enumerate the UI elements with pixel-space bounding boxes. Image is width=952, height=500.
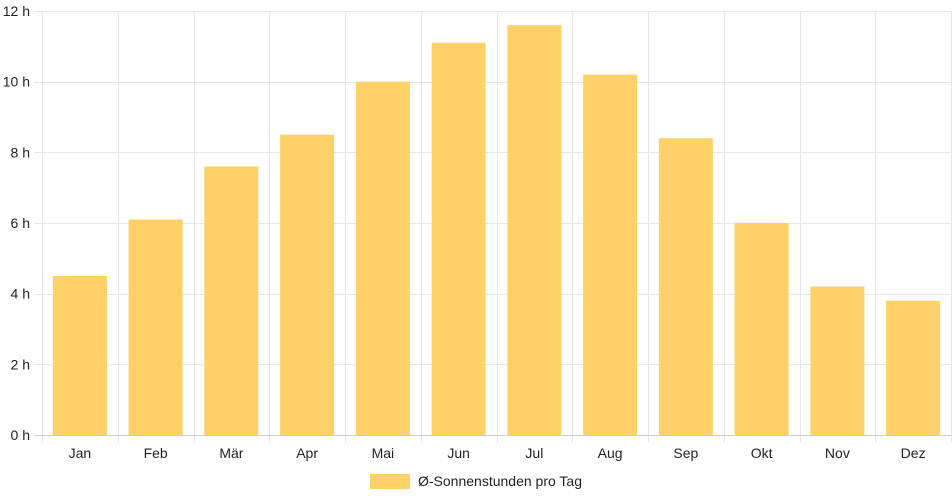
bar bbox=[204, 166, 259, 435]
x-tick-label: Apr bbox=[296, 445, 318, 461]
axis-layer: 0 h 2 h 4 h 6 h 8 h 10 h 12 h Jan Feb Mär Apr Mai Ju… bbox=[3, 3, 951, 461]
x-tick-label: Okt bbox=[751, 445, 773, 461]
bar bbox=[583, 74, 638, 435]
x-tick-label: Dez bbox=[901, 445, 926, 461]
x-tick-label: Feb bbox=[144, 445, 168, 461]
x-tick-label: Mär bbox=[219, 445, 243, 461]
x-tick-label: Jul bbox=[525, 445, 543, 461]
x-tick-label: Nov bbox=[825, 445, 850, 461]
bar bbox=[734, 223, 789, 435]
bar-layer bbox=[52, 25, 941, 436]
y-tick-label: 2 h bbox=[11, 356, 30, 372]
x-tick-label: Jun bbox=[447, 445, 470, 461]
x-tick-label: Jan bbox=[69, 445, 92, 461]
bar bbox=[658, 138, 713, 435]
bar bbox=[355, 81, 410, 436]
legend-label: Ø-Sonnenstunden pro Tag bbox=[418, 473, 582, 489]
y-tick-label: 0 h bbox=[11, 427, 30, 443]
bar bbox=[886, 300, 941, 435]
y-tick-label: 10 h bbox=[3, 74, 30, 90]
legend-swatch bbox=[370, 474, 410, 489]
bar bbox=[280, 134, 335, 435]
x-tick-label: Mai bbox=[372, 445, 395, 461]
x-tick-label: Aug bbox=[598, 445, 623, 461]
y-tick-label: 4 h bbox=[11, 286, 30, 302]
y-tick-label: 12 h bbox=[3, 3, 30, 19]
bar bbox=[128, 219, 183, 435]
bar bbox=[810, 286, 865, 435]
y-tick-label: 8 h bbox=[11, 144, 30, 160]
y-tick-label: 6 h bbox=[11, 215, 30, 231]
legend: Ø-Sonnenstunden pro Tag bbox=[370, 473, 582, 489]
grid-layer bbox=[34, 11, 952, 443]
bar bbox=[431, 42, 486, 436]
x-tick-label: Sep bbox=[673, 445, 698, 461]
bar bbox=[52, 276, 107, 435]
bar bbox=[507, 25, 562, 436]
